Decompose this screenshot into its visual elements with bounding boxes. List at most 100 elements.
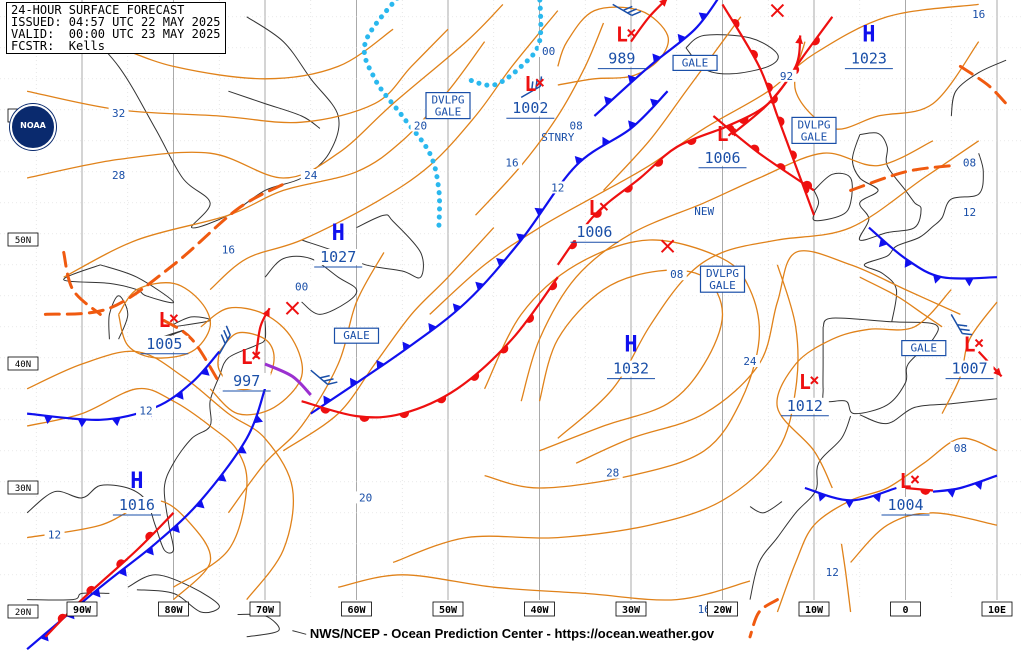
high-pressure-center: H <box>862 23 875 48</box>
warm-front-semicircle <box>777 116 785 127</box>
warm-front-semicircle <box>920 489 931 495</box>
warning-label: DVLPG <box>797 118 830 131</box>
warm-front-semicircle <box>802 180 813 189</box>
center-pressure-value: 997 <box>233 372 260 390</box>
warm-front-semicircle <box>399 411 410 419</box>
fronts-and-troughs <box>26 0 1008 651</box>
isobar-label: 16 <box>222 243 235 256</box>
cold-front-triangle <box>574 155 584 165</box>
low-center-x-icon <box>535 78 545 87</box>
lon-label-box <box>615 601 647 617</box>
isobar-label: 20 <box>359 491 372 504</box>
isobar-label: 28 <box>606 467 619 480</box>
isobar-line <box>840 543 852 613</box>
lon-label: 0 <box>902 605 908 616</box>
cold-front-triangle <box>628 120 637 130</box>
warm-front-line <box>301 276 559 419</box>
pressure-label-bg <box>844 50 893 67</box>
warm-front-semicircle <box>320 407 331 414</box>
cold-front-triangle <box>200 367 210 376</box>
low-pressure-center: L <box>964 333 976 357</box>
warning-label-line2: GALE <box>709 279 736 292</box>
center-pressure-value: 1027 <box>320 248 356 266</box>
low-center-x-icon <box>910 475 920 484</box>
pressure-label-bg <box>112 497 161 513</box>
isobar-label: 92 <box>780 70 793 83</box>
lat-label: 50N <box>15 236 31 246</box>
low-pressure-center: L <box>524 72 536 96</box>
pressure-label-bg <box>570 224 619 241</box>
warm-front-semicircle <box>593 209 602 218</box>
lon-label-box <box>249 601 281 617</box>
pressure-label-bg <box>780 397 829 414</box>
logo-text: NOAA <box>20 121 46 130</box>
isobar-label: 12 <box>48 529 61 542</box>
warning-label-line2: GALE <box>801 130 828 143</box>
future-center-x-icon <box>770 3 785 18</box>
warm-front-semicircle <box>436 395 447 404</box>
cold-front-triangle <box>604 96 613 106</box>
trough-line <box>43 182 285 316</box>
isobar-label-bg <box>950 441 971 454</box>
pressure-label-bg <box>140 335 189 352</box>
isobar-line <box>557 6 669 86</box>
lon-label-box <box>524 601 555 617</box>
cold-front-line <box>593 0 719 117</box>
lat-label-box <box>7 232 39 247</box>
warm-front-semicircle <box>145 531 154 541</box>
low-pressure-center: L <box>616 23 628 47</box>
isobar-line <box>217 331 275 391</box>
trough-line <box>62 250 102 316</box>
warning-label: DVLPG <box>706 267 739 280</box>
isobar-label-bg <box>968 7 989 20</box>
trough-line <box>748 598 779 639</box>
high-pressure-center: H <box>624 333 637 358</box>
wind-barb-line <box>310 369 338 386</box>
center-pressure-value: 1006 <box>576 223 612 241</box>
cold-front-triangle <box>43 415 53 425</box>
isobar-line <box>520 140 934 402</box>
isobar-line <box>200 306 303 416</box>
isobar-line <box>538 269 724 452</box>
isobar-line <box>282 227 495 452</box>
isobar-line <box>26 387 248 588</box>
high-pressure-center: H <box>332 221 345 246</box>
isobar-label: 12 <box>139 405 152 418</box>
lat-lon-grid <box>0 0 1024 600</box>
cold-front-triangle <box>237 445 247 454</box>
wind-barb-icon <box>950 314 973 336</box>
movement-arrow <box>730 35 802 136</box>
movement-arrow-head <box>262 308 270 318</box>
lon-label-box <box>432 601 464 617</box>
cold-front-triangle <box>402 341 411 351</box>
warm-front-semicircle <box>811 36 820 46</box>
low-pressure-center: L <box>716 122 728 146</box>
coastline <box>859 398 998 425</box>
lon-label: 20W <box>713 605 732 616</box>
cold-front-triangle <box>627 74 637 84</box>
wind-barb-line <box>950 314 973 336</box>
trough-line <box>958 64 1008 106</box>
lat-label-box <box>7 604 39 619</box>
isobar-label: 08 <box>670 268 683 281</box>
lon-label-box <box>798 601 830 617</box>
isobar-line <box>227 252 385 514</box>
wind-barb-line <box>218 325 231 355</box>
coastline <box>812 172 853 222</box>
center-pressure-value: 989 <box>608 50 635 68</box>
warm-front-semicircle <box>499 344 509 354</box>
low-pressure-center: L <box>241 345 253 369</box>
noaa-logo-icon: NOAA <box>10 104 56 150</box>
movement-arrow <box>630 0 668 43</box>
cold-front-triangle <box>878 238 888 248</box>
isobar-line <box>557 140 980 439</box>
coastline <box>950 59 1007 117</box>
isobar-label: 08 <box>569 119 582 132</box>
isobar-line <box>603 16 742 191</box>
coastline <box>822 317 939 415</box>
warm-front-semicircle <box>86 585 96 595</box>
isobar-label-bg <box>218 243 239 256</box>
isobar-label: 12 <box>551 181 564 194</box>
isobar-label-bg <box>355 491 376 504</box>
